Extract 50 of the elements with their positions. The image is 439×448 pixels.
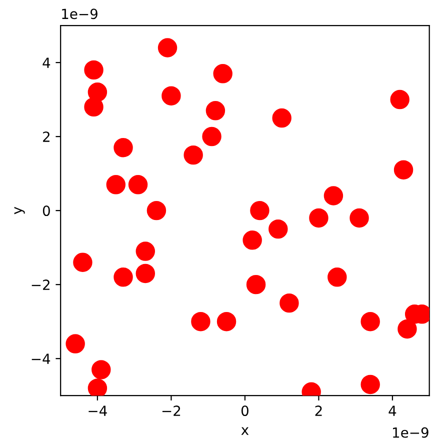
point: [136, 242, 156, 261]
point: [114, 138, 133, 158]
point: [309, 208, 328, 228]
point: [162, 86, 181, 106]
point: [202, 126, 222, 146]
point: [216, 312, 236, 332]
point: [66, 334, 85, 354]
point: [158, 38, 178, 58]
point: [324, 186, 344, 206]
x-tick-label: −4: [88, 406, 107, 416]
point: [114, 268, 133, 287]
y-tick-label: 4: [42, 58, 50, 68]
text: 1e−9: [62, 8, 98, 20]
point: [84, 97, 104, 117]
point: [246, 274, 266, 294]
point: [272, 108, 292, 128]
point: [328, 268, 347, 287]
point: [92, 360, 111, 380]
point: [242, 230, 262, 250]
point: [394, 160, 414, 180]
y-tick-label: −4: [32, 354, 50, 364]
x-tick-label: 4: [388, 406, 396, 416]
point: [73, 252, 92, 272]
point: [128, 175, 148, 194]
text: 1e−9: [393, 427, 428, 438]
x-axis-title: x: [241, 427, 249, 435]
x-tick-label: 0: [241, 406, 248, 416]
point: [88, 378, 108, 396]
point: [146, 200, 166, 220]
point: [250, 200, 270, 220]
point: [213, 64, 232, 84]
point: [184, 145, 203, 165]
point: [106, 175, 126, 194]
y-axis-title: y: [14, 206, 25, 214]
point: [280, 293, 299, 313]
point: [136, 264, 156, 284]
x-tick-label: −2: [162, 406, 180, 416]
point: [350, 208, 369, 228]
point: [191, 312, 210, 332]
point: [390, 90, 410, 110]
point: [268, 219, 288, 239]
x-tick-label: 2: [315, 406, 322, 416]
y-tick-label: 2: [43, 132, 50, 142]
point: [84, 60, 104, 80]
point: [398, 319, 417, 339]
point: [360, 312, 380, 332]
y-tick-label: 0: [42, 206, 50, 216]
point: [206, 101, 226, 120]
y-tick-label: −2: [32, 280, 50, 290]
point: [360, 374, 380, 394]
